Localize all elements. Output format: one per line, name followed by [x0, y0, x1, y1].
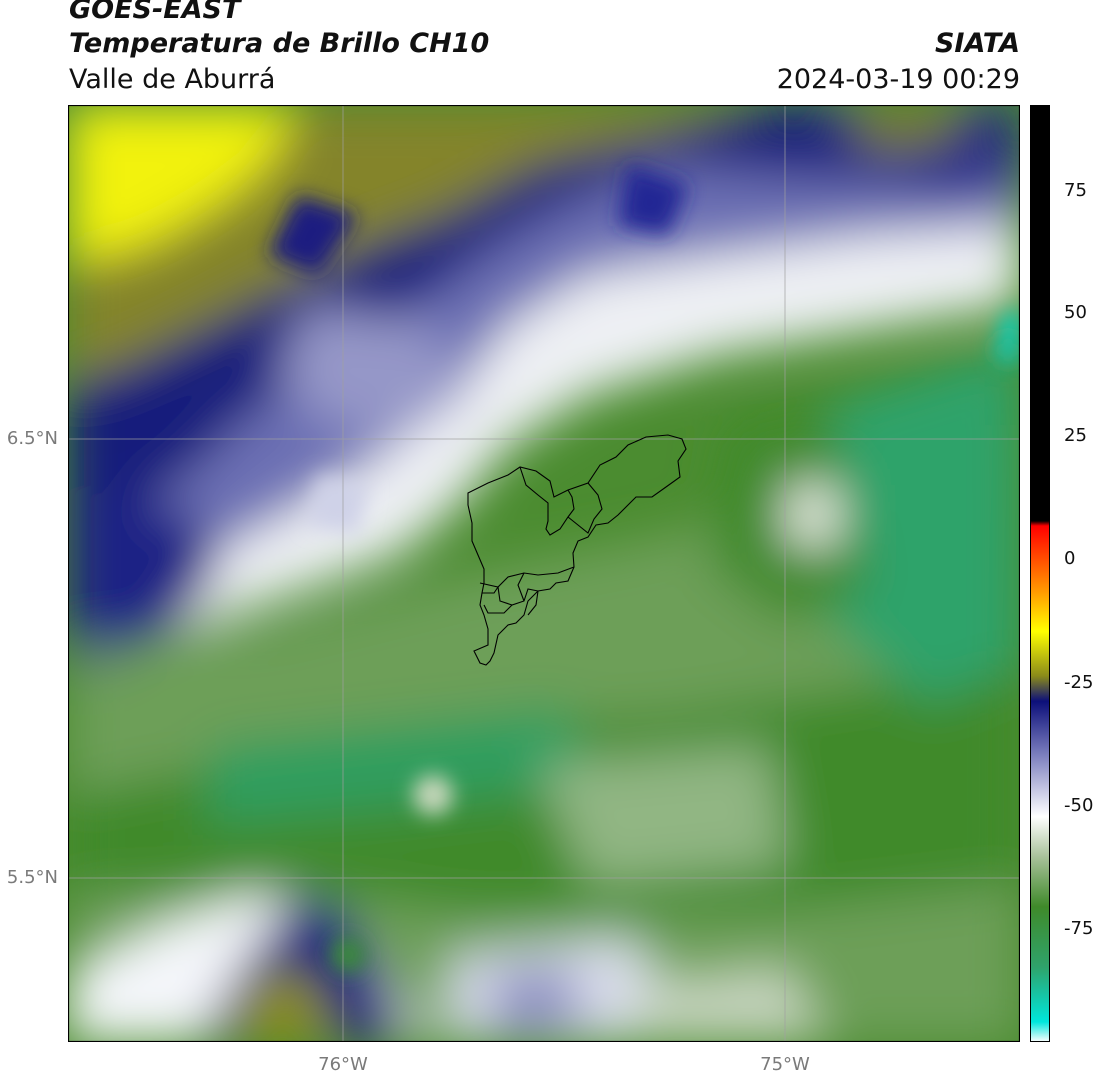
product-title: Temperatura de Brillo CH10	[69, 28, 490, 59]
colorbar-tick-minus50: -50	[1064, 795, 1094, 816]
satellite-title: GOES-EAST	[69, 0, 241, 25]
colorbar-tick-25: 25	[1064, 425, 1087, 446]
temperature-colorbar	[1030, 105, 1050, 1042]
datetime-label: 2024-03-19 00:29	[776, 64, 1020, 95]
brightness-temperature-map	[68, 105, 1020, 1042]
organization-label: SIATA	[934, 28, 1020, 59]
lat-label-5-5N: 5.5°N	[6, 867, 58, 888]
lat-label-6-5N: 6.5°N	[6, 428, 58, 449]
lon-label-75W: 75°W	[760, 1054, 810, 1075]
colorbar-tick-75: 75	[1064, 180, 1087, 201]
region-subtitle: Valle de Aburrá	[69, 64, 276, 95]
colorbar-tick-minus75: -75	[1064, 918, 1094, 939]
colorbar-tick-50: 50	[1064, 302, 1087, 323]
colorbar-tick-0: 0	[1064, 548, 1076, 569]
valle-de-aburra-municipal-boundaries	[467, 434, 687, 666]
temperature-field	[68, 105, 1020, 1042]
map-frame	[68, 105, 1020, 1042]
colorbar-tick-minus25: -25	[1064, 672, 1094, 693]
lon-label-76W: 76°W	[318, 1054, 368, 1075]
map-gridlines	[68, 105, 1020, 1042]
